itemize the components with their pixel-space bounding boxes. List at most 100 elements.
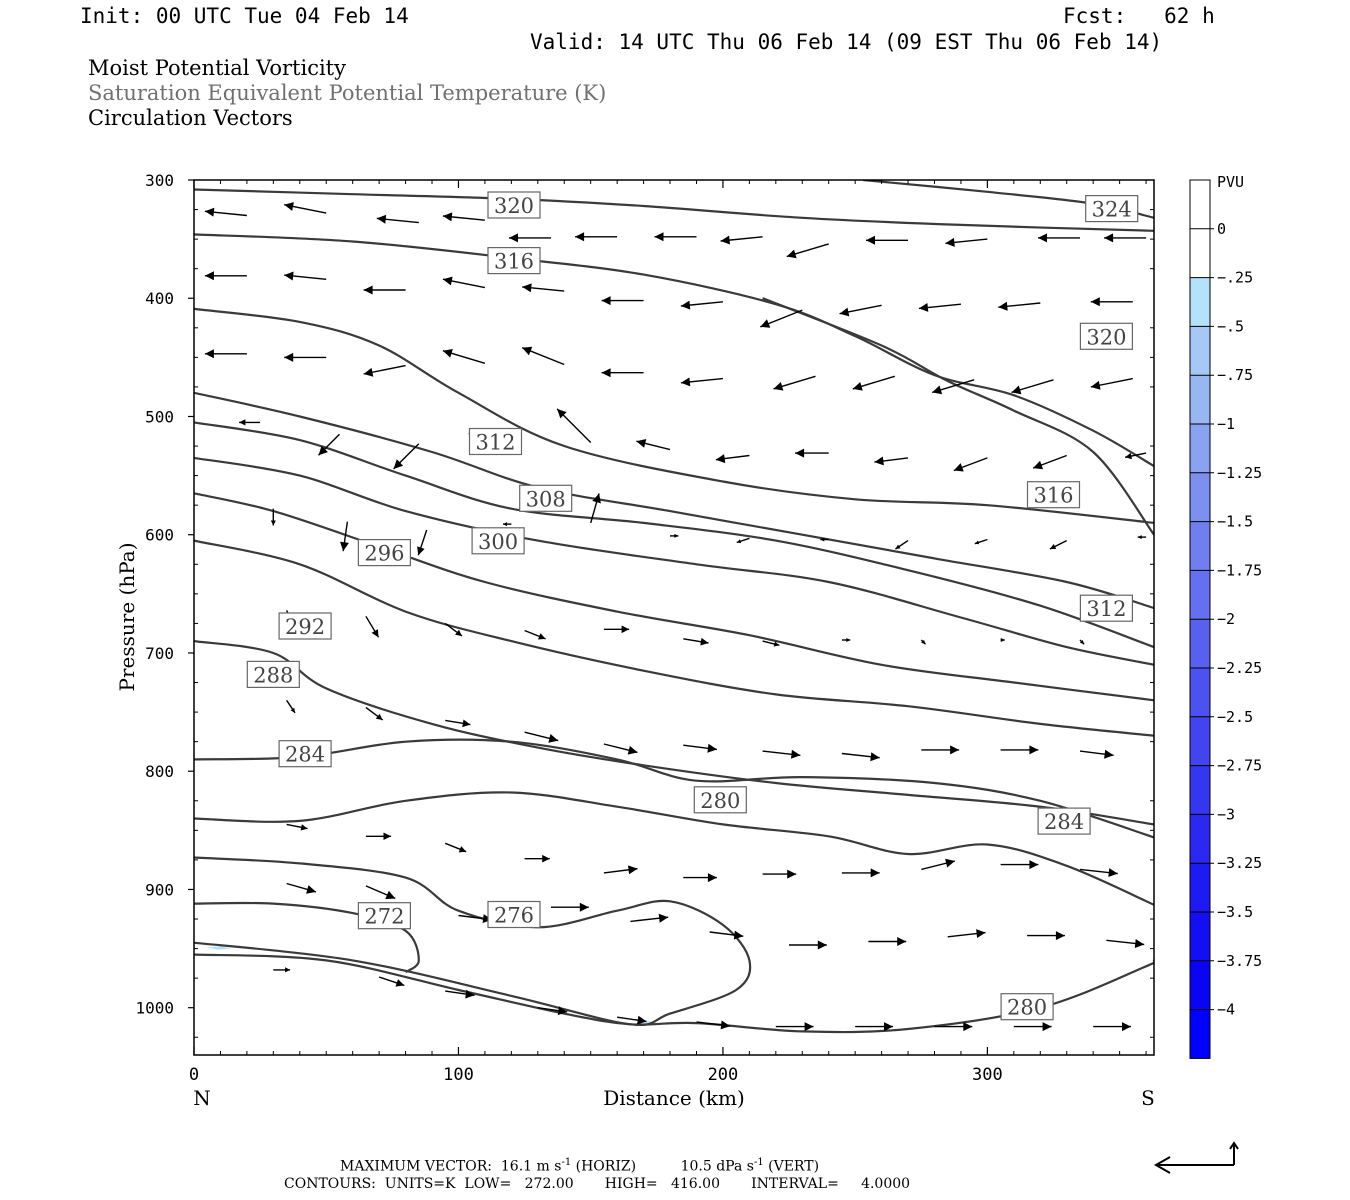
circulation-vector [286,823,308,831]
colorbar-swatch [1190,424,1210,473]
title-theta-es: Saturation Equivalent Potential Temperat… [88,81,607,105]
contour-label-text: 284 [285,743,325,767]
forecast-hour: Fcst: 62 h [1063,4,1215,28]
circulation-vector [636,439,671,451]
circulation-vector [974,538,988,545]
y-tick-label: 900 [145,881,174,900]
circulation-vector [773,375,816,391]
y-tick-label: 600 [145,526,174,545]
circulation-vector [590,493,601,524]
y-tick-label: 400 [145,289,174,308]
circulation-vector [683,637,709,646]
circulation-vector [841,638,851,642]
circulation-vector [603,625,630,634]
colorbar-label: 0 [1217,220,1226,238]
circulation-vector [762,640,780,647]
colorbar-swatch [1190,716,1210,766]
circulation-vector [442,276,486,289]
circulation-vector [1027,931,1065,941]
theta-es-contour-280 [194,738,1154,839]
circulation-vector [537,1006,568,1016]
pv-colorbar: 0 −.25 −.5 −.75 −1 −1.25 −1.5 −1.75 −2 −2.25 −2.5 −… [1189,179,1262,1059]
contour-label-text: 324 [1092,198,1132,222]
circulation-vector [376,214,419,224]
x-tick-label: 0 [189,1065,199,1085]
contour-label: 320 [487,191,541,219]
x-tick-label: 200 [708,1065,739,1085]
colorbar-label: −4 [1217,1001,1235,1019]
axes-layer: 300 400 500 600 700 800 900 1000 0 100 200 300 [135,171,1154,1085]
circulation-vector [378,976,405,987]
circulation-vector [953,457,988,472]
circulation-vector [786,243,829,259]
circulation-vector [1079,749,1114,759]
theta-es-contour-292 [194,492,1154,702]
colorbar-label: −.75 [1217,366,1253,384]
colorbar-swatch [1190,375,1210,424]
circulation-vector [1000,860,1039,870]
circulation-vector [709,930,744,940]
circulation-vector [1124,452,1147,460]
colorbar-swatch [1190,619,1210,668]
circulation-vector [945,237,988,247]
colorbar-label: −1.5 [1217,513,1253,531]
circulation-vector [895,540,909,550]
circulation-vector [1011,379,1054,395]
colorbar-swatch [1190,326,1210,376]
circulation-vector [318,433,340,456]
colorbar-swatch [1190,668,1210,717]
circulation-vector [1090,377,1133,390]
theta-es-contour-320 [762,297,1154,536]
contour-label: 280 [693,786,747,814]
circulation-vector [286,699,296,714]
circulation-vector [617,1015,647,1025]
circulation-vector [204,271,247,281]
title-circulation: Circulation Vectors [88,106,293,130]
colorbar-label: −2.25 [1217,659,1262,677]
theta-es-contour-296 [194,456,1154,666]
theta-es-contour-316 [194,233,1154,468]
init-time: Init: 00 UTC Tue 04 Feb 14 [80,4,409,28]
circulation-vector [680,377,723,387]
colorbar-label: −3.75 [1217,952,1262,970]
colorbar-swatch [1190,814,1210,864]
x-tick-label: 300 [972,1065,1003,1085]
circulation-vector [874,456,909,466]
x-axis-label: Distance (km) [603,1086,745,1110]
contour-label-text: 316 [1033,484,1073,508]
circulation-vector [393,443,420,470]
circulation-vector [365,832,392,840]
contour-label: 308 [519,484,573,512]
contour-label: 320 [1079,322,1134,350]
circulation-vector [920,639,926,645]
circulation-vector [921,745,960,755]
y-tick-label: 700 [145,644,174,663]
circulation-vector [204,207,247,217]
contour-label: 296 [357,538,411,567]
circulation-vector [521,346,565,366]
circulation-vector [868,937,907,946]
circulation-vector [1038,233,1080,243]
circulation-vector [998,301,1041,311]
theta-es-contours [194,180,1154,1034]
circulation-vector [1032,454,1067,470]
colorbar-swatch [1190,1009,1210,1059]
circulation-vector [239,419,261,426]
circulation-vector [762,749,801,759]
contour-label: 292 [278,612,332,640]
max-vector-line: MAXIMUM VECTOR: 16.1 m s-1 (HORIZ) 10.5 … [340,1157,819,1175]
circulation-vector [524,629,546,640]
theta-es-contour-280 [194,791,1154,906]
contour-info: CONTOURS: UNITS=K LOW= 272.00 HIGH= 416.… [284,1176,911,1192]
circulation-vector [284,352,327,362]
circulation-vector [601,296,644,306]
circulation-vector [417,529,428,556]
valid-time: Valid: 14 UTC Thu 06 Feb 14 (09 EST Thu … [530,30,1163,54]
circulation-vector [1079,639,1085,645]
circulation-vector [273,967,291,973]
circulation-vector [524,854,550,863]
circulation-vector [444,622,463,637]
colorbar-swatch [1190,765,1210,815]
circulation-vector [603,865,638,875]
circulation-vector [921,858,956,871]
